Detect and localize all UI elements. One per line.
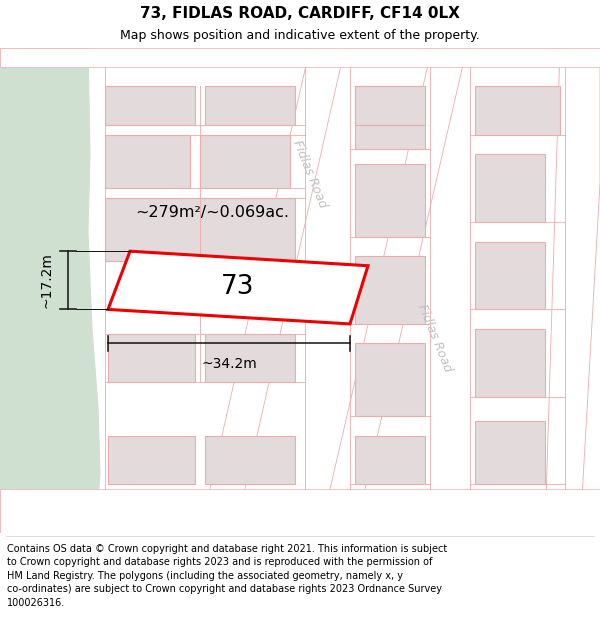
Polygon shape xyxy=(545,48,600,532)
Polygon shape xyxy=(200,135,290,188)
Polygon shape xyxy=(105,135,190,188)
Text: ~279m²/~0.069ac.: ~279m²/~0.069ac. xyxy=(135,205,289,220)
Text: ~17.2m: ~17.2m xyxy=(40,253,54,308)
Polygon shape xyxy=(475,86,560,135)
Polygon shape xyxy=(0,48,100,532)
Text: 73: 73 xyxy=(221,274,255,300)
Polygon shape xyxy=(475,154,545,222)
Polygon shape xyxy=(475,241,545,309)
Polygon shape xyxy=(205,436,295,484)
Polygon shape xyxy=(355,86,425,125)
Polygon shape xyxy=(108,334,195,382)
Text: Fidlas Road: Fidlas Road xyxy=(415,302,455,374)
Polygon shape xyxy=(105,198,295,261)
Polygon shape xyxy=(105,86,195,125)
Polygon shape xyxy=(320,48,467,532)
Text: Map shows position and indicative extent of the property.: Map shows position and indicative extent… xyxy=(120,29,480,42)
Polygon shape xyxy=(355,256,425,324)
Polygon shape xyxy=(0,48,600,67)
Text: 73, FIDLAS ROAD, CARDIFF, CF14 0LX: 73, FIDLAS ROAD, CARDIFF, CF14 0LX xyxy=(140,6,460,21)
Polygon shape xyxy=(355,343,425,416)
Polygon shape xyxy=(205,334,295,382)
Text: Fidlas Road: Fidlas Road xyxy=(290,138,329,209)
Polygon shape xyxy=(475,329,545,397)
Polygon shape xyxy=(355,86,425,149)
Polygon shape xyxy=(355,164,425,237)
Polygon shape xyxy=(108,251,368,324)
Polygon shape xyxy=(108,436,195,484)
Polygon shape xyxy=(0,489,600,532)
Text: Contains OS data © Crown copyright and database right 2021. This information is : Contains OS data © Crown copyright and d… xyxy=(7,544,448,608)
Polygon shape xyxy=(355,436,425,484)
Polygon shape xyxy=(475,421,545,484)
Text: ~34.2m: ~34.2m xyxy=(201,357,257,371)
Polygon shape xyxy=(205,86,295,125)
Polygon shape xyxy=(200,48,345,532)
